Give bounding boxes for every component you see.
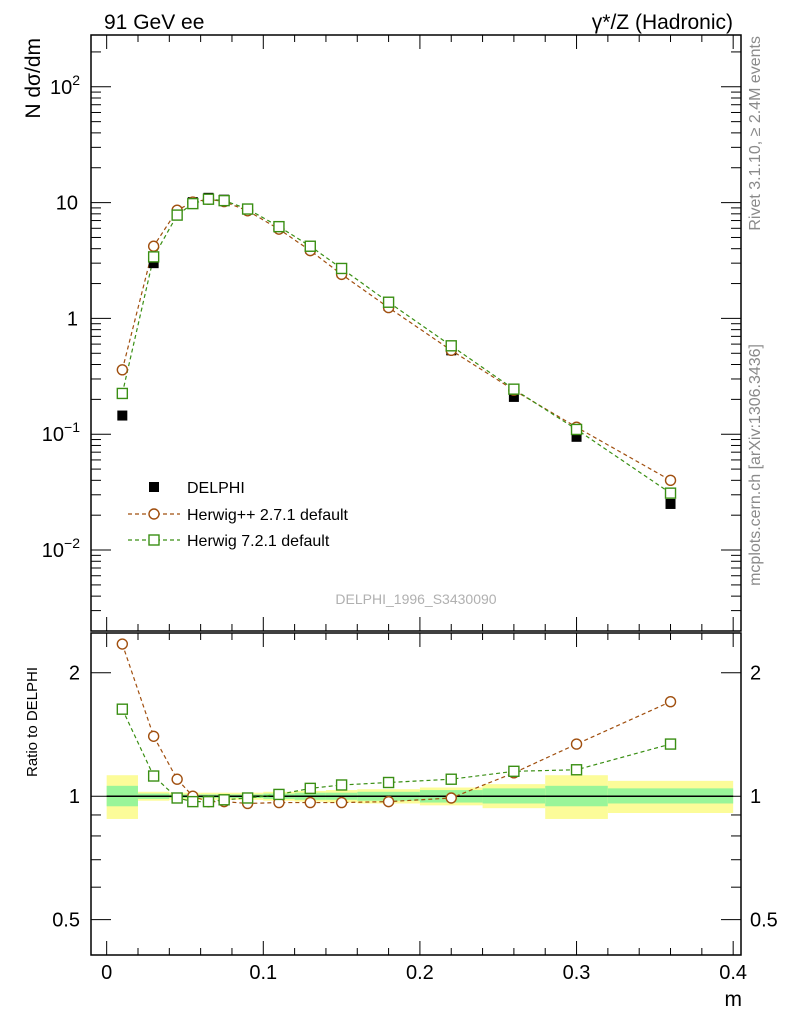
main-point	[273, 220, 285, 233]
ratio-point	[570, 738, 583, 750]
legend-marker	[148, 534, 160, 546]
y-tick-label: 102	[50, 72, 80, 99]
main-point	[665, 498, 676, 509]
y-tick-label: 10−1	[42, 419, 80, 446]
ratio-series-line	[121, 708, 671, 803]
ratio-point	[273, 788, 285, 801]
ratio-point	[218, 794, 230, 806]
x-tick-label: 0.4	[719, 962, 747, 984]
main-point	[218, 194, 230, 207]
ratio-ylabel: Ratio to DELPHI	[24, 667, 41, 777]
main-point	[445, 340, 457, 352]
main-point	[664, 487, 677, 499]
x-tick-label: 0	[101, 962, 112, 984]
legend: DELPHI Herwig++ 2.7.1 default Herwig 7.2.1…	[128, 480, 349, 550]
main-point	[508, 391, 519, 402]
legend-label: DELPHI	[187, 480, 245, 497]
main-point	[116, 387, 129, 400]
ratio-y-tick-label: 1	[69, 786, 80, 808]
legend-label: Herwig++ 2.7.1 default	[187, 507, 349, 524]
main-ylabel: N dσ/dm	[22, 38, 45, 119]
main-point	[202, 193, 215, 205]
ratio-point	[335, 779, 348, 791]
main-point	[382, 296, 395, 308]
ratio-point	[570, 764, 583, 776]
ratio-y-tick-label-right: 0.5	[750, 910, 778, 932]
ratio-point	[202, 795, 215, 808]
ratio-y-tick-label-right: 1	[750, 786, 761, 808]
main-point	[570, 423, 583, 436]
ratio-y-tick-label: 2	[69, 663, 80, 685]
y-tick-label: 1	[67, 308, 78, 330]
main-point	[147, 240, 160, 252]
legend-marker	[148, 508, 160, 520]
y-tick-label: 10	[56, 193, 78, 215]
ratio-point	[664, 695, 677, 708]
main-point	[571, 431, 582, 442]
main-point	[116, 364, 129, 376]
ratio-y-tick-label: 0.5	[52, 910, 80, 932]
x-tick-label: 0.1	[249, 962, 277, 984]
rivet-label: Rivet 3.1.10, ≥ 2.4M events	[747, 36, 764, 231]
ratio-point	[382, 776, 395, 789]
main-point	[664, 474, 677, 487]
main-plot-area	[116, 192, 677, 509]
ratio-point	[171, 792, 183, 804]
ratio-point	[147, 730, 160, 742]
main-point	[335, 262, 348, 275]
ratio-point	[445, 773, 457, 785]
header-left: 91 GeV ee	[104, 11, 204, 34]
ratio-point	[664, 738, 677, 750]
main-panel: 10−2 10−1 1 10 102 DELPHI Herwig++ 2.7.1 defa…	[42, 34, 742, 955]
ratio-plot-area	[116, 638, 677, 810]
x-tick-label: 0.2	[406, 962, 434, 984]
y-tick-label: 10−2	[42, 535, 80, 562]
ratio-point	[116, 703, 129, 715]
main-point	[304, 240, 316, 252]
main-point	[241, 203, 254, 215]
ratio-series-line	[121, 643, 671, 805]
ratio-plot-frame	[90, 632, 742, 956]
main-point	[148, 258, 159, 269]
ratio-point	[241, 792, 254, 804]
main-point	[187, 197, 199, 210]
ratio-point	[508, 765, 520, 778]
ratio-point	[382, 795, 395, 808]
ratio-panel: 0 0.1 0.2 0.3 0.4 0.5 0.5 1 1 2 2	[52, 632, 778, 984]
mcplots-label: mcplots.cern.ch [arXiv:1306.3436]	[747, 344, 764, 586]
main-point	[171, 209, 183, 221]
header-right: γ*/Z (Hadronic)	[592, 11, 733, 34]
analysis-watermark: DELPHI_1996_S3430090	[335, 591, 496, 607]
main-series-line	[121, 198, 671, 481]
ratio-point	[187, 795, 199, 808]
main-series-line	[121, 198, 671, 494]
main-point	[147, 251, 160, 263]
x-tick-label: 0.3	[563, 962, 591, 984]
legend-marker	[149, 482, 159, 492]
ratio-point	[147, 770, 160, 782]
ratio-y-tick-label-right: 2	[750, 663, 761, 685]
main-point	[117, 410, 128, 421]
main-point	[508, 383, 520, 395]
ratio-point	[304, 782, 316, 795]
ratio-point	[335, 796, 348, 809]
main-plot-frame	[90, 34, 742, 632]
ratio-point	[304, 796, 316, 809]
ratio-point	[116, 638, 129, 650]
ratio-point	[171, 773, 183, 785]
legend-label: Herwig 7.2.1 default	[187, 533, 330, 550]
x-axis-label: m	[725, 988, 743, 1011]
ratio-point	[445, 792, 457, 804]
ratio-uncertainty-bands	[106, 775, 734, 819]
